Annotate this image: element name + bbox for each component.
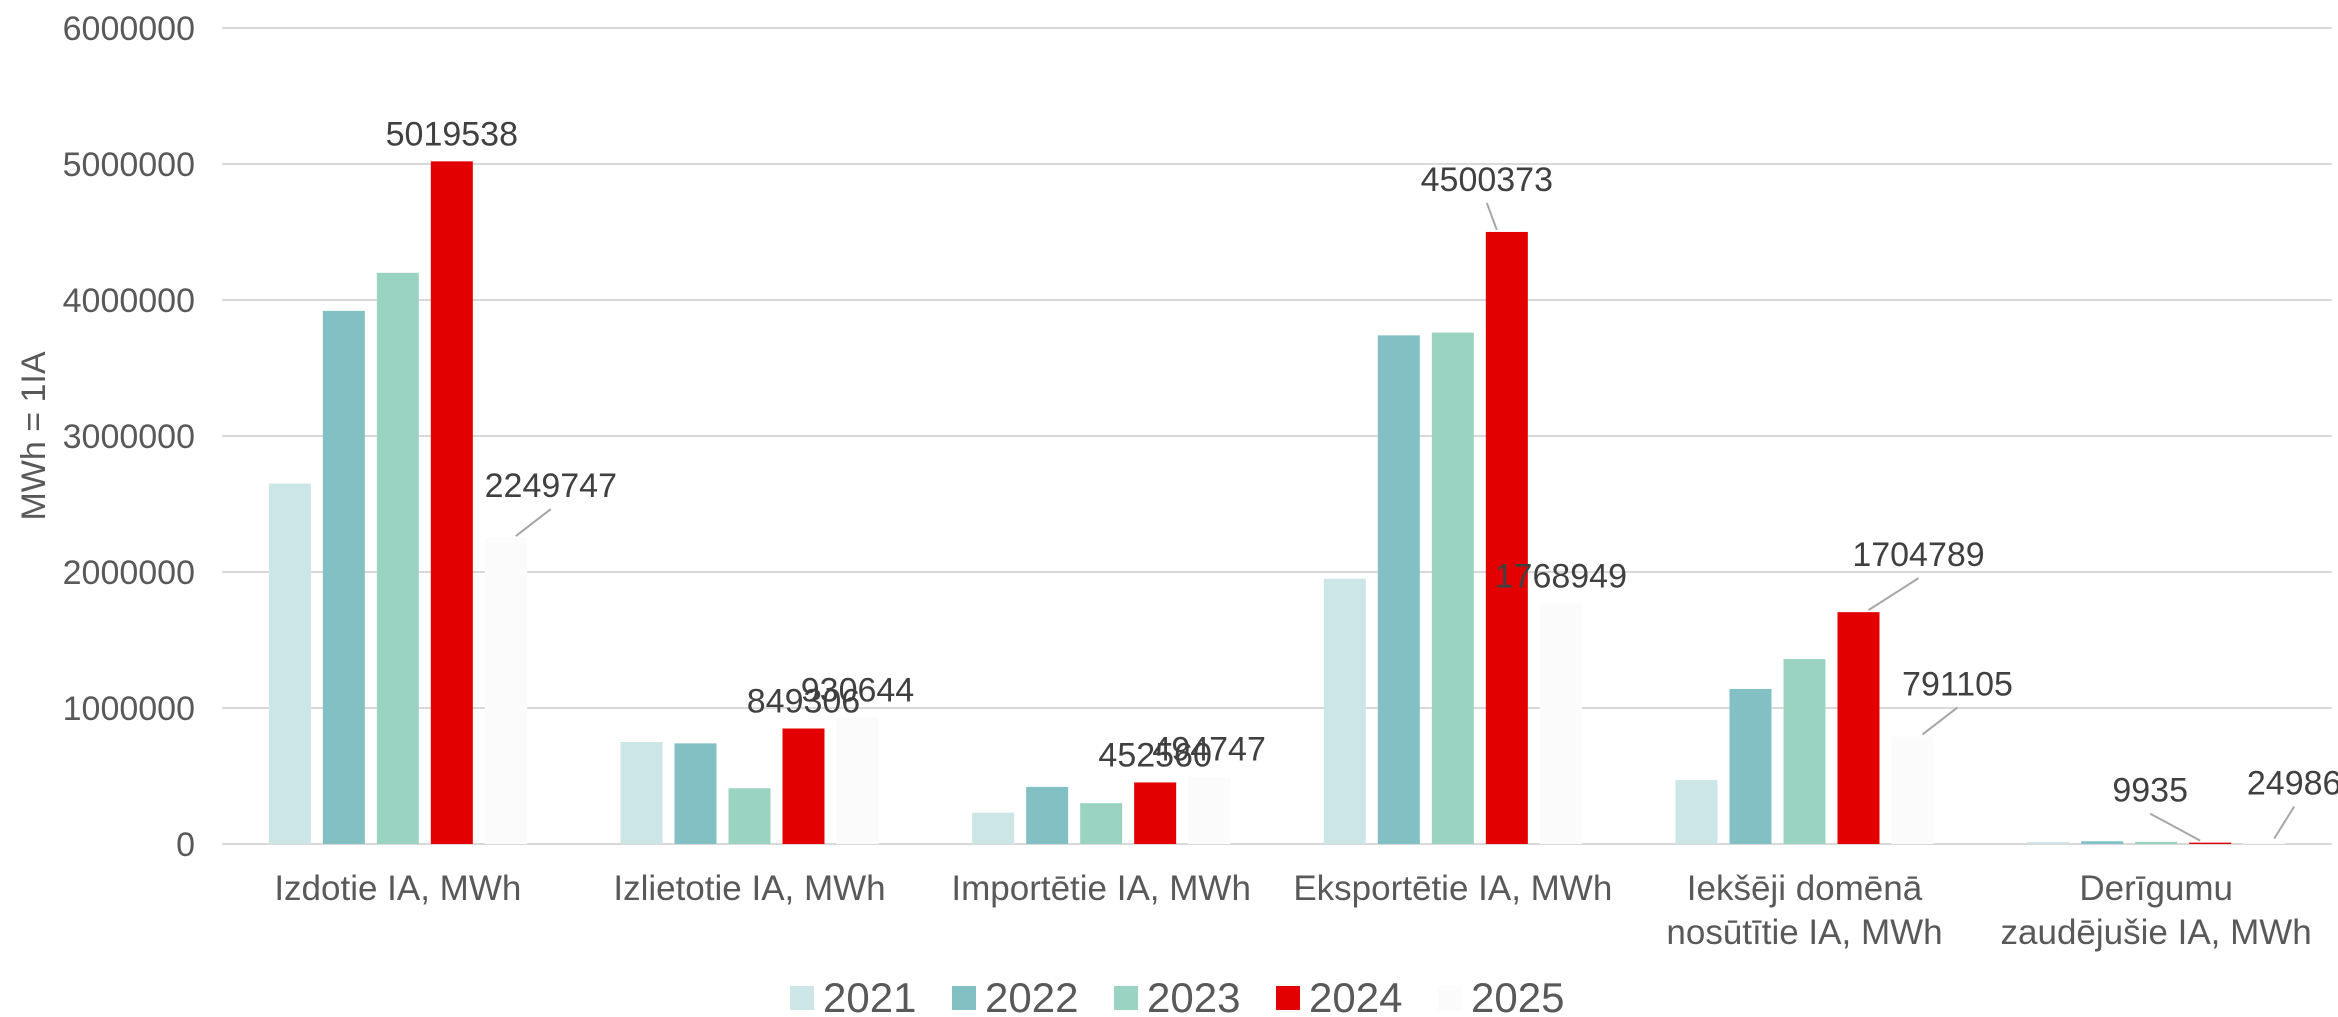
legend: 2021 2022 2023 2024 2025 [790,974,1564,1017]
bar-2021 [972,812,1015,844]
bar-2024 [430,161,473,844]
x-category-label: Derīgumu [2079,869,2233,908]
bar-2025 [2243,840,2286,844]
legend-label: 2025 [1471,974,1564,1017]
label-leader [1921,706,1959,736]
y-tick-label: 3000000 [63,418,195,456]
legend-label: 2021 [823,974,916,1017]
bar-2022 [322,310,365,844]
x-category-label: zaudējušie IA, MWh [2001,913,2312,952]
bar-2023 [1783,659,1826,844]
bar-2023 [728,788,771,844]
y-tick-label: 1000000 [63,690,195,728]
y-axis-ticks: 0 1000000 2000000 3000000 4000000 5000000 6000… [63,10,195,864]
x-category-label: Izlietotie IA, MWh [613,869,885,908]
bar-2024 [1485,231,1528,844]
x-category-label: Importētie IA, MWh [951,869,1251,908]
bar-2025 [1891,736,1934,844]
bar-2021 [1323,578,1366,844]
legend-swatch-2022 [952,986,976,1010]
bar-2021 [620,742,663,844]
data-label: 5019538 [386,115,518,153]
bar-2023 [1080,803,1123,844]
bar-2024 [782,728,825,844]
bar-2024 [2189,842,2232,844]
bar-2022 [1729,688,1772,844]
y-tick-label: 2000000 [63,554,195,592]
bar-2021 [2027,841,2070,844]
x-axis-categories: Izdotie IA, MWh Izlietotie IA, MWh Importē… [274,869,2311,952]
bar-2025 [1539,603,1582,844]
label-leader [2273,806,2296,840]
data-label: 24986 [2247,765,2338,803]
data-label: 930644 [801,671,914,709]
x-category-label: nosūtītie IA, MWh [1666,913,1942,952]
bar-2025 [836,717,879,844]
legend-swatch-2021 [790,986,814,1010]
bar-2022 [2081,841,2124,844]
data-label: 452560 [1098,736,1211,774]
y-axis-title: MWh = 1IA [15,351,53,520]
bar-2021 [1675,780,1718,844]
data-label: 2249747 [485,467,617,505]
bar-2023 [1431,332,1474,844]
legend-swatch-2024 [1276,986,1300,1010]
y-tick-label: 4000000 [63,282,195,320]
bar-2022 [1026,786,1069,844]
bar-2022 [1377,335,1420,844]
x-category-label: Izdotie IA, MWh [274,869,521,908]
data-label: 791105 [1902,665,2013,703]
x-category-label: Iekšēji domēnā [1687,869,1923,908]
data-label: 849306 [747,682,860,720]
data-label: 1768949 [1495,557,1627,595]
bar-2025 [484,538,527,844]
bar-2024 [1837,612,1880,844]
x-category-label: Eksportētie IA, MWh [1293,869,1612,908]
bar-2024 [1134,782,1177,844]
y-tick-label: 5000000 [63,146,195,184]
legend-swatch-2025 [1438,986,1462,1010]
bar-2023 [2135,841,2178,844]
bars [268,161,2286,844]
label-leaders [515,202,2296,842]
legend-label: 2023 [1147,974,1240,1017]
legend-label: 2024 [1309,974,1402,1017]
label-leader [1485,202,1498,231]
gridlines [222,27,2332,845]
bar-2022 [674,743,717,844]
legend-swatch-2023 [1114,986,1138,1010]
data-label: 1704789 [1852,536,1984,574]
data-label: 494747 [1152,731,1265,769]
legend-label: 2022 [985,974,1078,1017]
bar-2023 [376,272,419,844]
label-leader [2149,812,2201,842]
y-tick-label: 6000000 [63,10,195,48]
bar-2025 [1188,776,1231,844]
data-label: 9935 [2112,772,2188,810]
label-leader [1867,577,1920,611]
y-tick-label: 0 [176,826,195,864]
bar-2021 [268,483,311,844]
label-leader [515,508,552,537]
data-label: 4500373 [1421,161,1553,199]
